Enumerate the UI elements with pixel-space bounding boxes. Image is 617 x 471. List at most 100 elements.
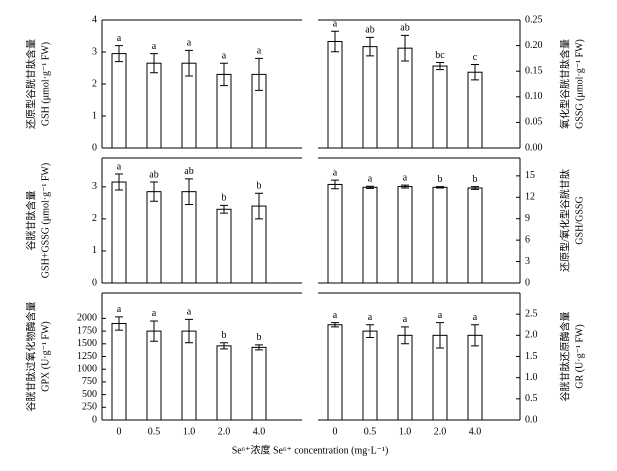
- bar: [467, 334, 483, 421]
- y-tick-label: 6: [525, 234, 530, 245]
- significance-letter: ab: [365, 25, 374, 36]
- error-bar: [471, 64, 479, 81]
- bar: [432, 65, 448, 149]
- x-tick-label: 0.5: [364, 426, 377, 437]
- x-tick-label: 0.5: [148, 426, 161, 437]
- error-bar: [401, 184, 409, 189]
- error-bar: [331, 30, 339, 53]
- significance-letter: a: [333, 19, 338, 30]
- error-bar: [115, 45, 123, 63]
- significance-letter: a: [473, 312, 478, 323]
- y-tick-label: 0.0: [525, 414, 538, 425]
- y-tick-label: 1: [92, 245, 97, 256]
- significance-letter: a: [368, 174, 373, 185]
- y-axis-label: 还原型/氧化型谷胱甘肽: [558, 169, 571, 272]
- bar: [397, 186, 413, 284]
- y-axis-label: 还原型谷胱甘肽含量: [24, 39, 37, 129]
- y-tick-label: 250: [82, 402, 97, 413]
- error-bar: [366, 36, 374, 57]
- bar: [216, 345, 232, 421]
- error-bar: [150, 320, 158, 342]
- y-tick-label: 1500: [77, 338, 97, 349]
- x-tick-label: 2.0: [218, 426, 231, 437]
- error-bar: [185, 178, 193, 205]
- significance-letter: a: [117, 33, 122, 44]
- error-bar: [436, 186, 444, 189]
- significance-letter: a: [117, 161, 122, 172]
- y-axis-label: 氧化型谷胱甘肽含量: [558, 39, 571, 129]
- significance-letter: a: [187, 307, 192, 318]
- bar: [181, 191, 197, 284]
- significance-letter: ab: [400, 23, 409, 34]
- y-axis-label: 谷胱甘肽含量: [24, 191, 37, 251]
- error-bar: [150, 53, 158, 74]
- bar: [146, 191, 162, 284]
- x-tick-label: 2.0: [434, 426, 447, 437]
- error-bar: [331, 179, 339, 190]
- y-tick-label: 1000: [77, 363, 97, 374]
- y-axis-label: GR (U·g⁻¹ FW): [574, 324, 585, 388]
- y-tick-label: 1250: [77, 351, 97, 362]
- error-bar: [436, 322, 444, 349]
- x-tick-label: 1.0: [399, 426, 412, 437]
- bar: [327, 324, 343, 421]
- y-tick-label: 9: [525, 213, 530, 224]
- y-axis-label: GSH (μmol·g⁻¹ FW): [40, 42, 51, 126]
- bar: [181, 330, 197, 421]
- y-tick-label: 3: [92, 46, 97, 57]
- significance-letter: b: [257, 181, 262, 192]
- y-tick-label: 2000: [77, 313, 97, 324]
- x-tick-label: 1.0: [183, 426, 196, 437]
- significance-letter: b: [438, 174, 443, 185]
- error-bar: [220, 62, 228, 87]
- significance-letter: a: [187, 38, 192, 49]
- bar: [397, 334, 413, 421]
- y-tick-label: 2.0: [525, 330, 538, 341]
- y-axis-label: GSH+GSSG (μmol·g⁻¹ FW): [40, 163, 51, 278]
- y-tick-label: 1.5: [525, 351, 538, 362]
- y-tick-label: 15: [525, 170, 535, 181]
- bar: [362, 46, 378, 149]
- y-tick-label: 2: [92, 213, 97, 224]
- y-axis-label: GSH/GSSG: [574, 196, 585, 244]
- y-axis-label: 谷胱甘肽过氧化物酶含量: [24, 302, 37, 412]
- significance-letter: a: [438, 310, 443, 321]
- bar: [111, 181, 127, 284]
- error-bar: [185, 49, 193, 77]
- y-tick-label: 3: [92, 181, 97, 192]
- bar: [397, 47, 413, 149]
- error-bar: [255, 192, 263, 220]
- bar: [467, 187, 483, 284]
- bar: [327, 183, 343, 284]
- y-axis-label: GSSG (μmol·g⁻¹ FW): [574, 39, 585, 129]
- x-tick-label: 0: [333, 426, 338, 437]
- bar: [216, 208, 232, 284]
- error-bar: [115, 316, 123, 331]
- y-tick-label: 12: [525, 192, 535, 203]
- significance-letter: a: [222, 50, 227, 61]
- x-axis-label: Se⁶⁺浓度 Se⁶⁺ concentration (mg·L⁻¹): [232, 443, 389, 456]
- y-tick-label: 0.5: [525, 393, 538, 404]
- bar: [432, 186, 448, 284]
- significance-letter: b: [222, 330, 227, 341]
- significance-letter: a: [333, 167, 338, 178]
- significance-letter: c: [473, 52, 478, 63]
- significance-letter: b: [257, 332, 262, 343]
- y-tick-label: 0.10: [525, 91, 543, 102]
- x-tick-label: 4.0: [253, 426, 266, 437]
- y-tick-label: 1.0: [525, 372, 538, 383]
- significance-letter: a: [117, 304, 122, 315]
- significance-letter: a: [152, 308, 157, 319]
- significance-letter: a: [257, 46, 262, 57]
- y-tick-label: 3: [525, 256, 530, 267]
- significance-letter: a: [403, 172, 408, 183]
- error-bar: [331, 322, 339, 328]
- significance-letter: a: [333, 310, 338, 321]
- error-bar: [401, 326, 409, 345]
- y-tick-label: 1: [92, 110, 97, 121]
- error-bar: [185, 318, 193, 344]
- bar: [467, 71, 483, 149]
- y-tick-label: 0.25: [525, 14, 543, 25]
- error-bar: [366, 324, 374, 338]
